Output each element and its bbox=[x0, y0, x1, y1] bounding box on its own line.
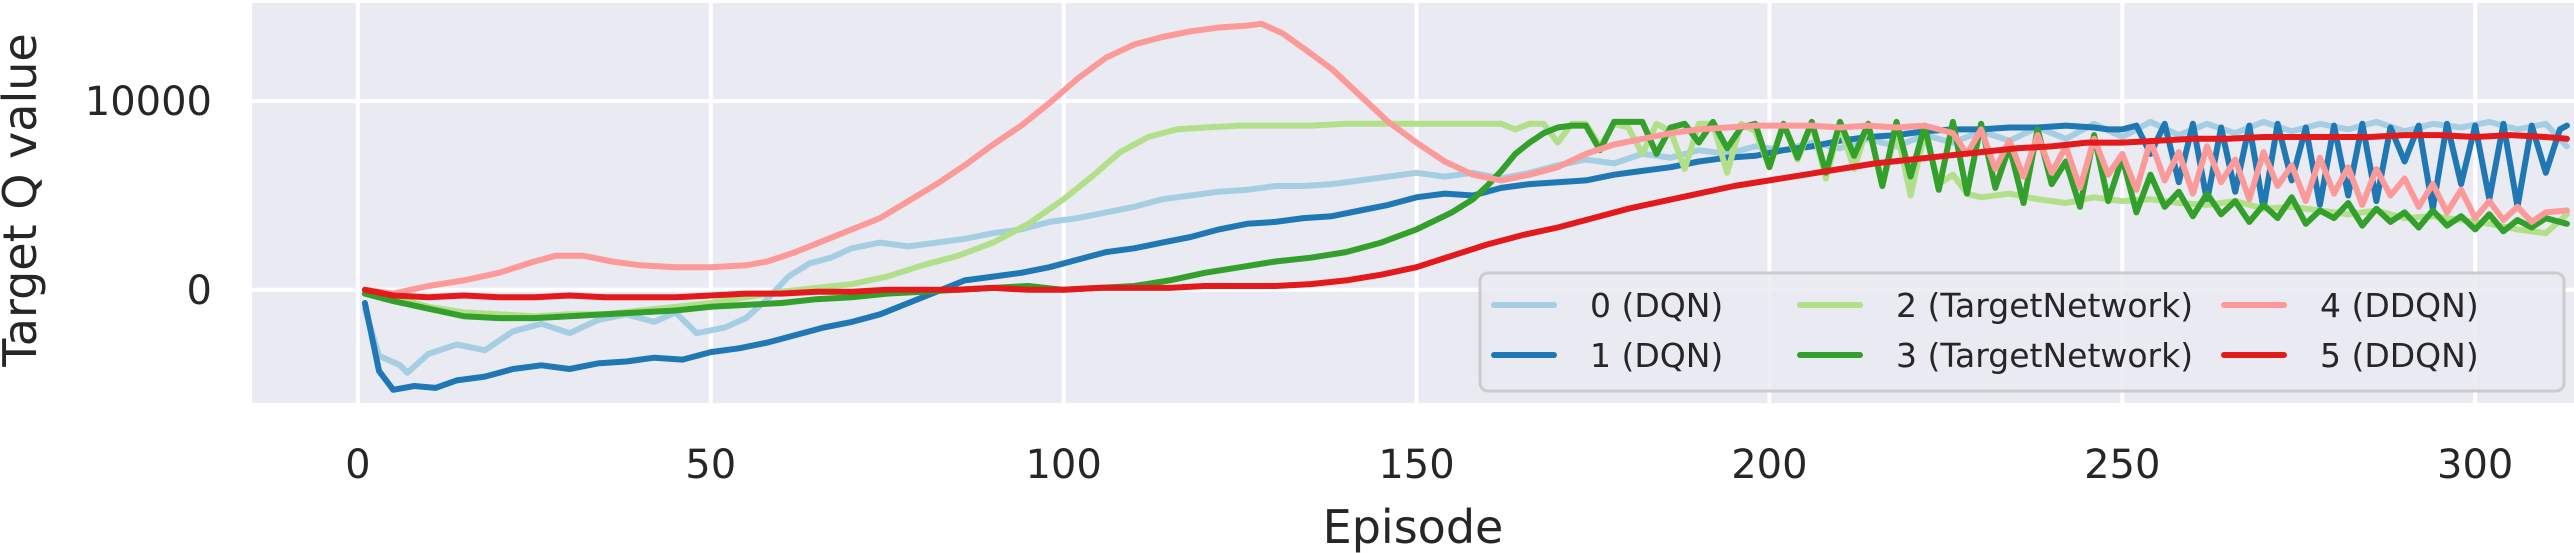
legend-label: 1 (DQN) bbox=[1590, 336, 1723, 375]
x-tick-label: 250 bbox=[2084, 442, 2160, 488]
legend-label: 4 (DDQN) bbox=[2320, 286, 2479, 325]
legend-label: 5 (DDQN) bbox=[2320, 336, 2479, 375]
legend: 0 (DQN) 1 (DQN) 2 (TargetNetwork) 3 (Target… bbox=[1478, 271, 2566, 393]
x-tick-label: 100 bbox=[1025, 442, 1101, 488]
y-axis-title: Target Q value bbox=[0, 33, 47, 367]
y-tick-labels: 0 10000 bbox=[85, 79, 212, 314]
series-lines bbox=[361, 20, 2570, 393]
y-tick-label: 0 bbox=[187, 268, 212, 314]
legend-box bbox=[1478, 271, 2566, 393]
x-tick-label: 50 bbox=[685, 442, 736, 488]
y-tick-label: 10000 bbox=[85, 79, 212, 125]
x-tick-labels: 0 50 100 150 200 250 300 bbox=[345, 442, 2513, 488]
legend-label: 2 (TargetNetwork) bbox=[1896, 286, 2193, 325]
series-line bbox=[361, 20, 2570, 297]
series-line bbox=[361, 132, 2570, 301]
x-tick-label: 300 bbox=[2437, 442, 2513, 488]
x-tick-label: 0 bbox=[345, 442, 370, 488]
x-tick-label: 200 bbox=[1731, 442, 1807, 488]
x-tick-label: 150 bbox=[1378, 442, 1454, 488]
legend-label: 0 (DQN) bbox=[1590, 286, 1723, 325]
legend-label: 3 (TargetNetwork) bbox=[1896, 336, 2193, 375]
x-axis-title: Episode bbox=[1323, 500, 1504, 553]
